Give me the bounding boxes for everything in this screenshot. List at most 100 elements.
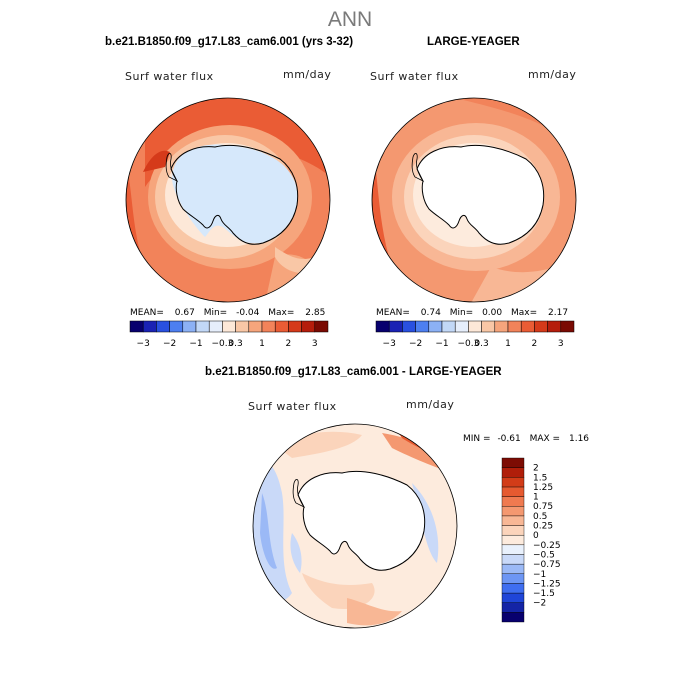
- panel2-units: mm/day: [528, 68, 577, 81]
- panel3-variable-label: Surf water flux: [248, 400, 337, 413]
- panel1-mean-value: 0.67: [174, 308, 195, 318]
- panel1-mean-label: MEAN=: [130, 308, 164, 318]
- colorbar-tick-label: 1.25: [533, 483, 553, 493]
- colorbar-swatch: [182, 320, 197, 333]
- colorbar-tick-label: 0.5: [533, 512, 547, 522]
- panel2-colorbar: −3 −2 −1 −0.30.3 1 2 3: [375, 320, 575, 349]
- panel1-min-label: Min=: [203, 308, 228, 318]
- colorbar-swatch: [501, 592, 525, 603]
- colorbar-swatch: [501, 583, 525, 594]
- colorbar-tick-label: −2: [163, 339, 176, 349]
- colorbar-tick-label: 0.3: [474, 339, 488, 349]
- colorbar-swatch: [248, 320, 263, 333]
- colorbar-swatch: [301, 320, 316, 333]
- panel2-max-label: Max=: [511, 308, 538, 318]
- colorbar-swatch: [222, 320, 236, 333]
- colorbar-tick-label: −1.25: [533, 579, 560, 589]
- colorbar-tick-label: 0.3: [228, 339, 242, 349]
- panel3-case-title: b.e21.B1850.f09_g17.L83_cam6.001 - LARGE…: [205, 366, 502, 378]
- colorbar-swatch: [415, 320, 430, 333]
- panel2-min-value: 0.00: [482, 308, 503, 318]
- panel1-stats: MEAN= 0.67 Min= -0.04 Max= 2.85: [130, 308, 330, 318]
- colorbar-swatch: [501, 506, 525, 517]
- colorbar-swatch: [501, 467, 525, 478]
- colorbar-swatch: [388, 320, 403, 333]
- colorbar-swatch: [235, 320, 250, 333]
- colorbar-swatch: [501, 515, 525, 526]
- panel2-variable-label: Surf water flux: [370, 70, 459, 83]
- colorbar-swatch: [454, 320, 469, 333]
- colorbar-tick-label: −2: [533, 599, 546, 609]
- colorbar-tick-label: 1: [505, 339, 511, 349]
- colorbar-swatch: [501, 457, 525, 468]
- panel3-polar-map: [252, 423, 458, 629]
- panel2-mean-value: 0.74: [420, 308, 441, 318]
- colorbar-swatch: [261, 320, 276, 333]
- panel2-polar-map: [371, 97, 577, 303]
- panel2-stats: MEAN= 0.74 Min= 0.00 Max= 2.17: [376, 308, 576, 318]
- panel3-min-value: -0.61: [497, 434, 521, 444]
- colorbar-tick-label: 1: [259, 339, 265, 349]
- colorbar-tick-label: −0.75: [533, 560, 560, 570]
- colorbar-tick-label: −1: [533, 570, 546, 580]
- colorbar-swatch: [494, 320, 509, 333]
- colorbar-swatch: [428, 320, 443, 333]
- colorbar-swatch: [501, 573, 525, 584]
- colorbar-tick-label: 2: [533, 464, 539, 474]
- colorbar-swatch: [501, 612, 525, 623]
- colorbar-tick-label: −0.25: [533, 541, 560, 551]
- colorbar-tick-label: 3: [558, 339, 564, 349]
- colorbar-tick-label: 0.25: [533, 522, 553, 532]
- colorbar-swatch: [501, 563, 525, 574]
- colorbar-swatch: [402, 320, 416, 333]
- colorbar-swatch: [501, 534, 525, 546]
- colorbar-tick-label: −1: [189, 339, 202, 349]
- colorbar-swatch: [507, 320, 522, 333]
- colorbar-swatch: [501, 544, 525, 555]
- colorbar-swatch: [288, 320, 302, 333]
- panel1-variable-label: Surf water flux: [125, 70, 214, 83]
- panel3-units: mm/day: [406, 398, 455, 411]
- panel1-min-value: -0.04: [236, 308, 260, 318]
- panel2-case-title: LARGE-YEAGER: [427, 36, 520, 48]
- panel3-stats: MIN = -0.61 MAX = 1.16: [463, 434, 623, 444]
- panel2-max-value: 2.17: [548, 308, 569, 318]
- colorbar-swatch: [274, 320, 289, 333]
- colorbar-tick-label: −0.3: [457, 339, 479, 349]
- colorbar-swatch: [441, 320, 456, 333]
- colorbar-swatch: [169, 320, 184, 333]
- figure-title: ANN: [327, 8, 373, 31]
- panel3-min-label: MIN =: [463, 434, 491, 444]
- panel1-units: mm/day: [283, 68, 332, 81]
- colorbar-swatch: [520, 320, 535, 333]
- colorbar-tick-label: −3: [137, 339, 150, 349]
- panel2-min-label: Min=: [449, 308, 474, 318]
- colorbar-swatch: [156, 320, 170, 333]
- colorbar-swatch: [468, 320, 482, 333]
- colorbar-swatch: [129, 320, 144, 333]
- colorbar-tick-label: −0.3: [211, 339, 233, 349]
- colorbar-tick-label: −3: [383, 339, 396, 349]
- colorbar-tick-label: 1.5: [533, 473, 547, 483]
- colorbar-swatch: [208, 320, 223, 333]
- colorbar-swatch: [481, 320, 496, 333]
- colorbar-tick-label: −1: [435, 339, 448, 349]
- panel1-colorbar: −3 −2 −1 −0.30.3 1 2 3: [129, 320, 329, 349]
- colorbar-swatch: [501, 525, 525, 536]
- panel3-max-value: 1.16: [568, 434, 590, 444]
- colorbar-swatch: [501, 554, 525, 565]
- colorbar-swatch: [501, 496, 525, 507]
- panel3-max-label: MAX =: [529, 434, 561, 444]
- colorbar-swatch: [547, 320, 562, 333]
- panel1-max-label: Max=: [268, 308, 295, 318]
- colorbar-swatch: [314, 320, 329, 333]
- colorbar-swatch: [501, 602, 525, 613]
- colorbar-swatch: [142, 320, 157, 333]
- colorbar-swatch: [501, 477, 525, 488]
- panel3-colorbar: 21.51.2510.750.50.250−0.25−0.5−0.75−1−1.…: [501, 457, 560, 623]
- colorbar-tick-label: 0: [533, 531, 539, 541]
- colorbar-tick-label: 3: [312, 339, 318, 349]
- colorbar-swatch: [501, 486, 525, 497]
- panel1-case-title: b.e21.B1850.f09_g17.L83_cam6.001 (yrs 3-…: [105, 36, 354, 48]
- colorbar-tick-label: 2: [532, 339, 538, 349]
